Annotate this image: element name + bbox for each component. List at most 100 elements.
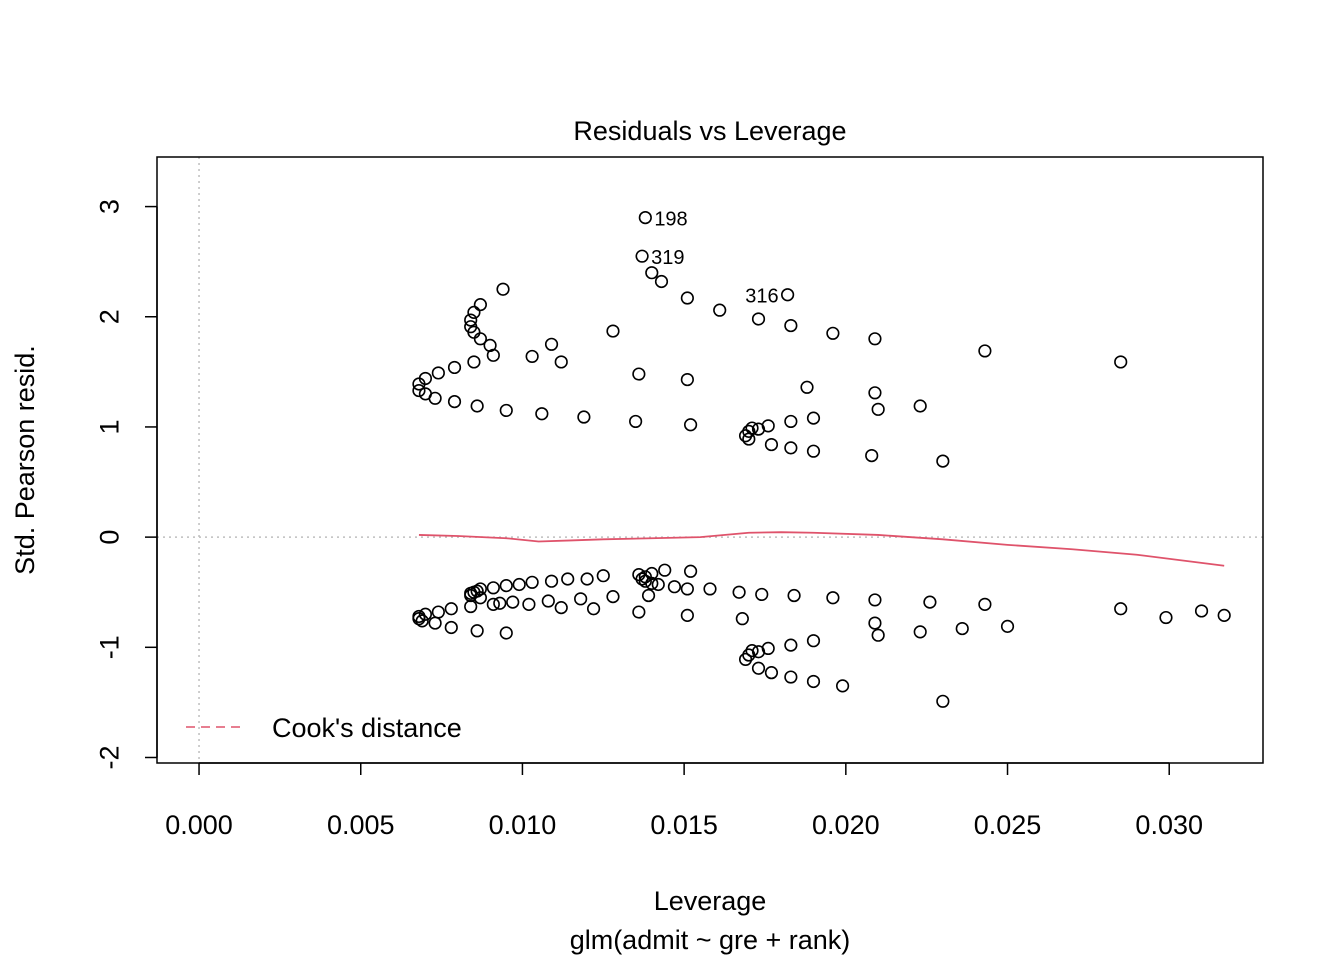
data-point (871, 402, 885, 416)
data-point (431, 366, 445, 380)
data-point (784, 318, 798, 333)
smooth-line (418, 531, 1225, 567)
data-point (467, 305, 481, 319)
data-point (680, 608, 694, 622)
x-tick-label: 0.015 (650, 810, 718, 840)
data-point (871, 628, 885, 642)
data-point (654, 274, 669, 289)
data-point (1159, 610, 1173, 625)
data-point (512, 577, 526, 592)
data-point (667, 580, 682, 594)
data-point (447, 360, 462, 375)
data-point (470, 624, 484, 638)
data-point (683, 564, 698, 578)
data-point (680, 372, 694, 387)
data-point (541, 594, 555, 608)
data-point (418, 607, 433, 621)
data-point (447, 395, 462, 409)
data-point (473, 298, 487, 312)
smooth-line-layer (418, 531, 1225, 567)
data-point (632, 605, 646, 619)
legend: Cook's distance (186, 713, 462, 743)
annotation-layer: 198 319 316 (651, 209, 779, 308)
data-point (787, 588, 801, 603)
data-point (703, 582, 717, 596)
data-point (596, 569, 610, 583)
data-point (544, 574, 559, 588)
data-point (806, 411, 821, 425)
data-point (412, 612, 426, 626)
data-point (936, 694, 950, 708)
data-point (635, 249, 649, 263)
y-tick-label: 2 (94, 309, 124, 324)
data-point (554, 601, 568, 615)
data-point (680, 291, 694, 305)
data-point (632, 367, 646, 381)
x-tick-label: 0.010 (489, 810, 557, 840)
data-point (868, 386, 882, 400)
point-label-198: 198 (654, 209, 687, 231)
data-point (428, 616, 442, 630)
data-point (913, 625, 927, 639)
data-point (800, 380, 814, 394)
data-point (544, 337, 559, 351)
data-point (806, 444, 821, 458)
legend-label-cooks-distance: Cook's distance (272, 713, 462, 743)
data-point (751, 312, 766, 326)
data-point (412, 383, 426, 398)
data-point (751, 422, 766, 436)
x-tick-label: 0.025 (974, 810, 1042, 840)
data-point (486, 581, 500, 595)
data-point (470, 399, 484, 413)
data-point (586, 602, 601, 616)
data-point (865, 448, 879, 463)
data-point (554, 355, 568, 369)
data-point (978, 597, 992, 611)
data-point (464, 599, 478, 614)
data-point (496, 282, 510, 296)
data-point (431, 605, 445, 619)
data-point (645, 566, 659, 581)
data-point (764, 666, 779, 680)
data-point (606, 590, 620, 604)
data-point (467, 355, 481, 369)
data-point (444, 602, 458, 616)
x-tick-label: 0.000 (165, 810, 233, 840)
data-point (680, 582, 694, 596)
y-axis-title: Std. Pearson resid. (10, 345, 40, 575)
data-point (522, 597, 536, 611)
data-point (868, 593, 882, 607)
y-tick-label: 1 (94, 419, 124, 434)
data-point (1114, 602, 1128, 616)
data-point (629, 414, 643, 429)
data-point (784, 638, 798, 652)
data-point (574, 592, 588, 606)
data-point (499, 579, 513, 593)
data-point (645, 576, 659, 591)
data-point (506, 595, 520, 609)
data-point (486, 348, 500, 362)
data-point (738, 429, 753, 443)
data-point (658, 563, 672, 577)
data-point (936, 454, 950, 468)
data-point (535, 407, 549, 421)
data-point (525, 349, 539, 364)
data-point (641, 588, 656, 603)
data-point (1194, 604, 1209, 618)
data-point (713, 303, 727, 317)
data-point (1217, 608, 1231, 622)
axis-layer: 0.000 0.005 0.010 0.015 0.020 0.025 0.030 -2 -1 0… (94, 199, 1203, 840)
x-tick-label: 0.020 (812, 810, 880, 840)
data-point (826, 326, 840, 340)
data-point (444, 620, 458, 635)
data-point (738, 652, 753, 667)
data-point (412, 377, 426, 391)
data-point (580, 572, 594, 586)
data-point (415, 614, 429, 628)
point-layer (412, 211, 1231, 708)
data-point (732, 585, 746, 599)
data-point (606, 324, 620, 338)
y-tick-label: 3 (94, 199, 124, 214)
data-point (826, 591, 840, 605)
